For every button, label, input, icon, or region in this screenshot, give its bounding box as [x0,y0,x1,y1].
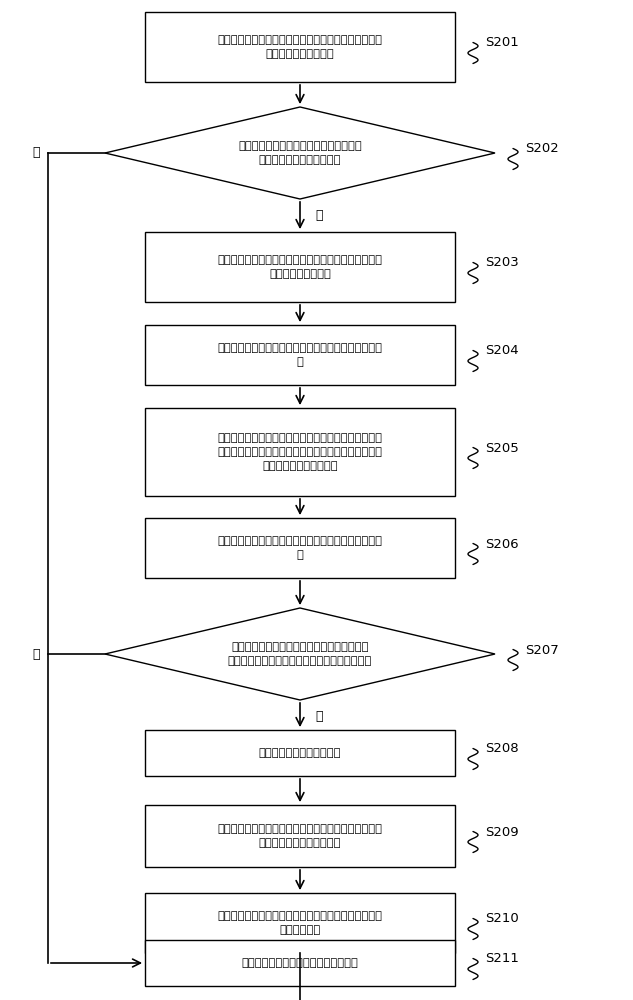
Bar [145,232,455,302]
Bar [145,12,455,82]
Bar [145,805,455,867]
Text: 交通指挥控制器将指定工位的标识和车辆的车辆标识发
送给第一显示装置进行显示，并将车辆的车辆标识发送
给指定工位的车辆识别器: 交通指挥控制器将指定工位的标识和车辆的车辆标识发 送给第一显示装置进行显示，并将… [218,433,382,471]
Text: S208: S208 [485,742,518,756]
Text: S204: S204 [485,344,518,358]
Text: 否: 否 [32,146,40,159]
Bar [145,518,455,578]
Text: 车辆在该指定工位进行卸料: 车辆在该指定工位进行卸料 [259,748,341,758]
Polygon shape [105,608,495,700]
Polygon shape [105,107,495,199]
Text: 交通指挥控制器在空闲工位中选择一个工位作为指定工
位: 交通指挥控制器在空闲工位中选择一个工位作为指定工 位 [218,343,382,367]
Bar [145,940,455,986]
Text: S207: S207 [525,644,559,656]
Text: 交通指挥控制器将等待通知发送给第一显示装置进行显
示，并且栏杆机关闭: 交通指挥控制器将等待通知发送给第一显示装置进行显 示，并且栏杆机关闭 [218,255,382,279]
Text: 交通指挥控制器指示栏杆机开启，以便车辆到达指定工
位: 交通指挥控制器指示栏杆机开启，以便车辆到达指定工 位 [218,536,382,560]
Bar [145,730,455,776]
Bar [145,408,455,496]
Text: 是: 是 [315,209,322,222]
Text: S210: S210 [485,912,519,926]
Text: 交通指挥控制器接收到车辆到达通知后，
判断当前是否存在空闲工位: 交通指挥控制器接收到车辆到达通知后， 判断当前是否存在空闲工位 [238,141,362,165]
Text: S206: S206 [485,538,518,550]
Text: 指定工位的车辆识别器判断检测到的车辆标识
是否与交通指挥控制器发送的车辆标识是否匹配: 指定工位的车辆识别器判断检测到的车辆标识 是否与交通指挥控制器发送的车辆标识是否… [228,642,372,666]
Text: 否: 否 [32,648,40,660]
Text: 交通指挥控制器接收到状态更新通知后，将指定工位的
工作状态复位: 交通指挥控制器接收到状态更新通知后，将指定工位的 工作状态复位 [218,911,382,935]
Text: 指定工位的车辆识别器在检测到车辆离开后，向交通指
挥控制器发送状态更新通知: 指定工位的车辆识别器在检测到车辆离开后，向交通指 挥控制器发送状态更新通知 [218,824,382,848]
Text: 交通指挥控制器指示报警系统进行报警: 交通指挥控制器指示报警系统进行报警 [242,958,358,968]
Bar [145,893,455,953]
Text: S209: S209 [485,826,518,838]
Text: 是: 是 [315,710,322,723]
Bar [145,325,455,385]
Text: S201: S201 [485,36,519,49]
Text: S202: S202 [525,142,559,155]
Text: 进站口车辆识别器在检测到车辆到达后，向交通指挥控
制器发送车辆到达通知: 进站口车辆识别器在检测到车辆到达后，向交通指挥控 制器发送车辆到达通知 [218,35,382,59]
Text: S211: S211 [485,952,519,966]
Text: S203: S203 [485,256,519,269]
Text: S205: S205 [485,442,519,454]
